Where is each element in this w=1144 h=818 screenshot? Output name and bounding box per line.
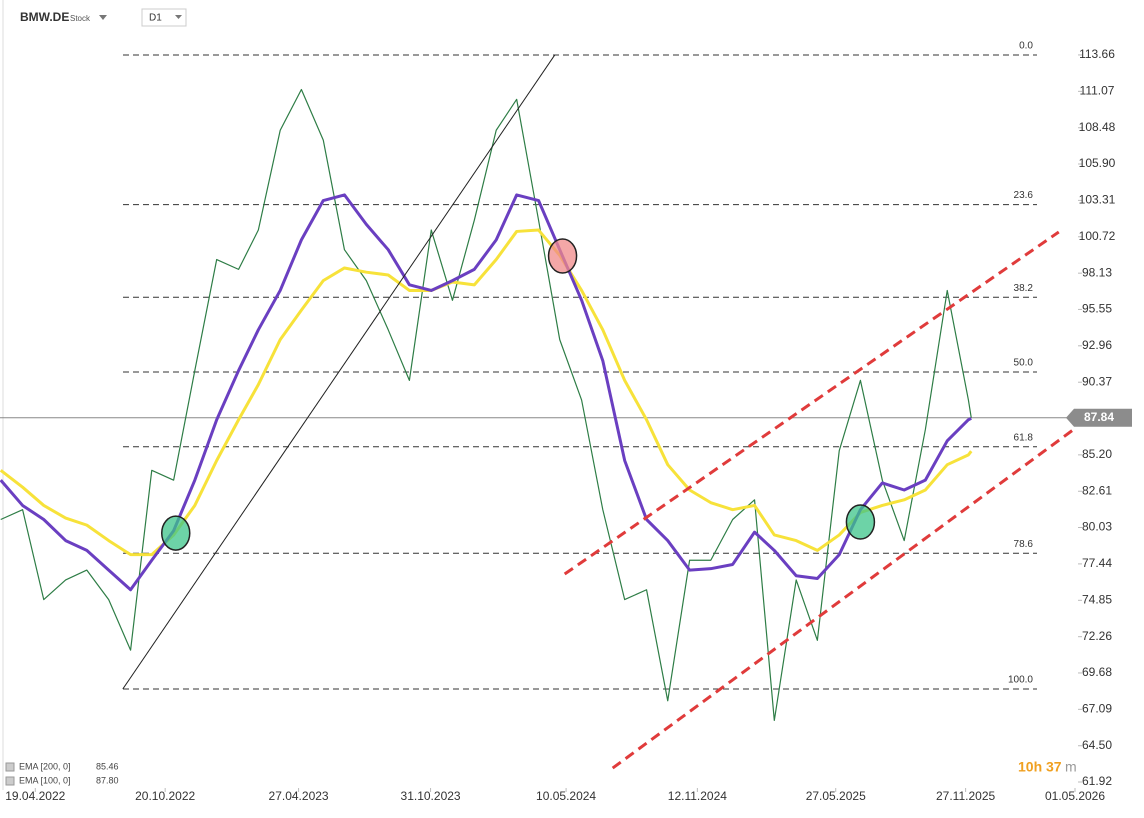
trend-line — [563, 230, 1060, 576]
x-tick-label: 31.10.2023 — [401, 789, 461, 803]
last-price-box — [1066, 408, 1132, 427]
y-tick-label: 85.20 — [1082, 447, 1112, 461]
timeframe-dropdown[interactable] — [175, 15, 182, 19]
countdown: 10h 37 — [1018, 759, 1062, 775]
y-tick-label: 100.72 — [1079, 229, 1116, 243]
y-tick-label: 90.37 — [1082, 374, 1112, 388]
y-tick-label: 113.66 — [1079, 47, 1115, 61]
y-tick-label: 92.96 — [1082, 338, 1112, 352]
fib-label: 23.6 — [1014, 190, 1034, 201]
ema-line — [0, 228, 973, 557]
x-tick-label: 27.04.2023 — [269, 789, 329, 803]
y-tick-label: 67.09 — [1082, 702, 1112, 716]
symbol-dropdown[interactable] — [99, 15, 107, 20]
y-tick-label: 61.92 — [1082, 774, 1112, 788]
fib-label: 50.0 — [1014, 358, 1034, 369]
trend-line — [122, 54, 556, 690]
y-tick-label: 74.85 — [1082, 592, 1112, 606]
x-tick-label: 27.05.2025 — [806, 789, 866, 803]
x-tick-label: 20.10.2022 — [135, 789, 195, 803]
x-tick-label: 12.11.2024 — [668, 789, 727, 803]
symbol: BMW.DE — [20, 10, 69, 24]
y-tick-label: 111.07 — [1080, 84, 1115, 98]
y-tick-label: 80.03 — [1082, 520, 1112, 534]
y-tick-label: 77.44 — [1082, 556, 1112, 570]
y-tick-label: 72.26 — [1082, 629, 1112, 643]
legend-icon — [5, 776, 15, 786]
instrument-type[interactable]: Stock — [70, 14, 91, 23]
fib-label: 100.0 — [1008, 675, 1033, 686]
legend-label: EMA [200, 0] — [19, 761, 71, 771]
y-tick-label: 69.68 — [1082, 665, 1112, 679]
y-tick-label: 64.50 — [1082, 738, 1112, 752]
last-price-label: 87.84 — [1084, 410, 1114, 424]
y-tick-label: 105.90 — [1079, 156, 1116, 170]
legend-label: EMA [100, 0] — [19, 775, 71, 785]
legend-value: 85.46 — [96, 761, 119, 771]
x-tick-label: 10.05.2024 — [536, 789, 596, 803]
cross-marker — [845, 504, 876, 540]
cross-marker — [547, 238, 578, 274]
plot-area: 113.66 111.07 108.48 105.90 103.31 100.72 98.1… — [0, 41, 1132, 803]
fib-label: 78.6 — [1014, 539, 1034, 550]
y-tick-label: 82.61 — [1082, 483, 1112, 497]
fib-label: 61.8 — [1014, 432, 1034, 443]
y-tick-label: 103.31 — [1079, 193, 1116, 207]
x-tick-label: 01.05.2026 — [1045, 789, 1105, 803]
y-tick-label: 98.13 — [1082, 265, 1112, 279]
x-tick-label: 27.11.2025 — [936, 789, 995, 803]
legend-icon — [5, 762, 15, 772]
ema-line — [0, 193, 972, 592]
legend-value: 87.80 — [96, 775, 119, 785]
y-tick-label: 108.48 — [1079, 120, 1116, 134]
price-line — [0, 88, 972, 722]
fib-label: 38.2 — [1014, 283, 1034, 294]
timeframe[interactable]: D1 — [149, 13, 162, 24]
countdown-unit: m — [1065, 759, 1077, 775]
x-tick-label: 19.04.2022 — [5, 789, 65, 803]
timeframe-box[interactable] — [141, 8, 187, 27]
y-tick-label: 95.55 — [1082, 302, 1112, 316]
cross-marker — [161, 515, 191, 551]
fib-label: 0.0 — [1019, 41, 1033, 52]
